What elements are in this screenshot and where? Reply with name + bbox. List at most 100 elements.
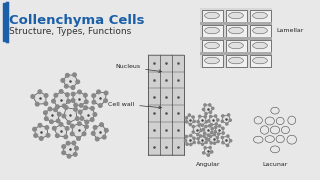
Circle shape — [48, 107, 52, 111]
Circle shape — [45, 126, 49, 129]
Circle shape — [54, 93, 58, 97]
Circle shape — [56, 119, 60, 123]
Circle shape — [222, 115, 224, 117]
Ellipse shape — [253, 12, 267, 19]
Circle shape — [227, 135, 229, 137]
Circle shape — [84, 106, 87, 110]
Circle shape — [193, 137, 195, 139]
Bar — [200, 21, 272, 24]
Circle shape — [211, 128, 213, 130]
Circle shape — [102, 135, 106, 139]
Circle shape — [62, 114, 66, 118]
Circle shape — [82, 132, 86, 136]
Circle shape — [208, 139, 210, 141]
Bar — [200, 8, 272, 68]
Circle shape — [67, 154, 71, 158]
Circle shape — [184, 140, 187, 142]
Polygon shape — [204, 126, 212, 135]
Circle shape — [52, 127, 56, 130]
Ellipse shape — [205, 12, 219, 19]
Bar — [200, 37, 272, 39]
Ellipse shape — [271, 107, 279, 114]
Circle shape — [62, 151, 66, 155]
Circle shape — [56, 105, 59, 109]
Circle shape — [54, 108, 57, 111]
Circle shape — [210, 115, 212, 118]
Circle shape — [74, 153, 77, 156]
Circle shape — [214, 115, 217, 117]
Ellipse shape — [205, 57, 219, 64]
Ellipse shape — [229, 42, 243, 49]
Circle shape — [192, 125, 195, 128]
Polygon shape — [204, 148, 212, 155]
Circle shape — [92, 132, 95, 135]
Circle shape — [190, 143, 192, 146]
Circle shape — [78, 90, 81, 94]
Circle shape — [197, 138, 199, 140]
Circle shape — [218, 133, 220, 135]
Circle shape — [71, 99, 75, 102]
Circle shape — [46, 134, 50, 137]
Circle shape — [100, 123, 103, 126]
Circle shape — [67, 121, 71, 124]
Circle shape — [65, 127, 69, 130]
Bar — [250, 55, 270, 66]
Circle shape — [211, 151, 213, 153]
Ellipse shape — [265, 117, 275, 125]
Bar — [226, 10, 246, 21]
Circle shape — [188, 114, 190, 116]
Circle shape — [203, 108, 205, 111]
Polygon shape — [198, 136, 206, 144]
Circle shape — [205, 138, 208, 140]
Circle shape — [61, 79, 65, 82]
Ellipse shape — [253, 57, 267, 64]
Circle shape — [209, 104, 211, 106]
Ellipse shape — [229, 57, 243, 64]
Circle shape — [56, 134, 59, 138]
Circle shape — [71, 92, 75, 96]
Circle shape — [219, 125, 221, 127]
Circle shape — [64, 106, 68, 109]
Ellipse shape — [260, 126, 269, 134]
Circle shape — [39, 137, 43, 140]
Polygon shape — [53, 91, 68, 107]
Circle shape — [185, 135, 188, 138]
Bar — [226, 24, 246, 37]
Text: Cell wall: Cell wall — [108, 102, 162, 109]
Polygon shape — [64, 107, 77, 123]
Circle shape — [85, 125, 88, 129]
Ellipse shape — [276, 135, 284, 143]
Bar — [250, 24, 270, 37]
Circle shape — [65, 84, 68, 88]
Polygon shape — [186, 136, 194, 145]
Circle shape — [105, 129, 108, 132]
Polygon shape — [198, 116, 206, 125]
Circle shape — [85, 120, 89, 124]
Circle shape — [210, 142, 212, 144]
Circle shape — [203, 135, 205, 137]
Bar — [3, 3, 6, 41]
Circle shape — [77, 122, 81, 125]
Circle shape — [74, 103, 77, 107]
Circle shape — [193, 141, 195, 144]
Circle shape — [76, 117, 79, 120]
Bar — [202, 10, 222, 21]
Circle shape — [216, 136, 219, 139]
Circle shape — [222, 132, 224, 134]
Polygon shape — [209, 135, 218, 143]
Circle shape — [197, 121, 199, 123]
Ellipse shape — [270, 126, 280, 134]
Circle shape — [228, 114, 230, 116]
Circle shape — [50, 120, 53, 123]
Circle shape — [74, 108, 77, 111]
Polygon shape — [45, 109, 59, 122]
Ellipse shape — [229, 12, 243, 19]
Bar — [226, 39, 246, 51]
Circle shape — [66, 93, 69, 96]
Circle shape — [211, 131, 213, 134]
Circle shape — [205, 112, 207, 115]
Bar — [226, 55, 246, 66]
Circle shape — [59, 123, 63, 126]
Circle shape — [36, 102, 39, 106]
Circle shape — [229, 119, 231, 121]
